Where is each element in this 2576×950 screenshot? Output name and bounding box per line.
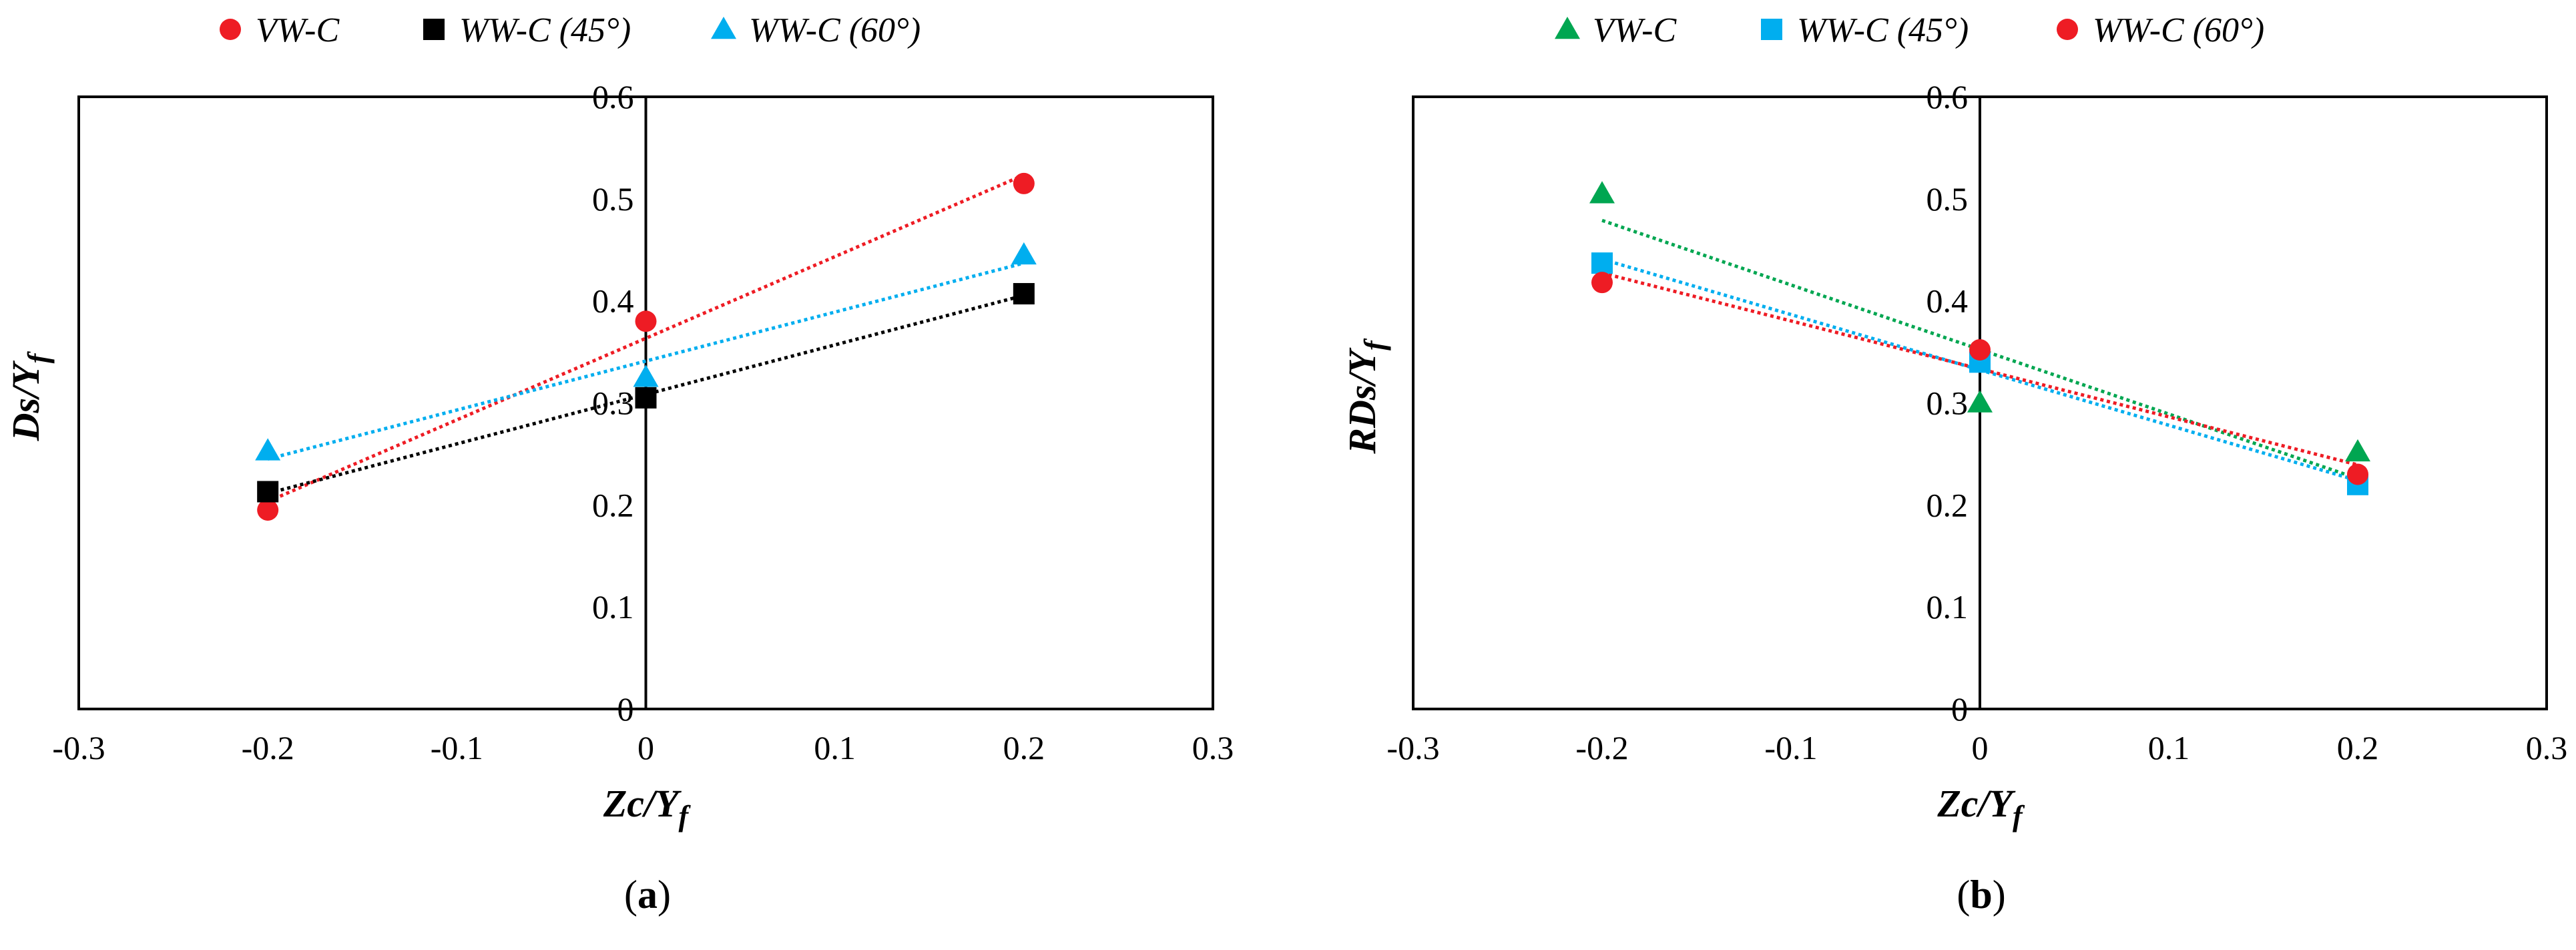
panel-a: 00.10.20.30.40.50.6-0.3-0.2-0.100.10.20.… [4,11,1234,917]
data-point-triangle [2345,439,2370,462]
data-point-circle [257,499,279,521]
panel-label: (b) [1957,873,2005,917]
data-point-triangle [1589,181,1615,204]
data-point-square [635,387,657,409]
x-axis-title-main: Zc/Y [1937,782,2015,825]
x-tick-label: 0.3 [1192,729,1234,766]
x-axis-title-sub: f [679,800,692,833]
trendline-square [1601,257,2358,483]
data-point-circle [2347,463,2368,485]
x-tick-label: -0.1 [431,729,483,766]
y-axis-title: Ds/Yf [4,350,55,441]
y-axis-title-main: Ds/Y [4,361,47,442]
data-point-triangle [1011,242,1037,265]
panel-b: 0 0.1 0.2 0.3 0.4 0.5 0.6 -0.3 -0.2 -0.1 0 0.1 0.2 0.… [1340,11,2567,917]
y-tick-label: 0.3 [1926,385,1969,422]
y-tick-label: 0.5 [1926,180,1969,218]
panel-label: (a) [624,873,671,917]
legend-label: VW-C [256,11,340,49]
x-axis-title: Zc/Yf [603,782,692,833]
legend-label: WW-C (45°) [459,11,631,49]
legend-marker [711,17,736,39]
x-tick-label: 0.1 [814,729,856,766]
legend-marker [2057,19,2078,40]
x-tick-label: -0.2 [1575,729,1628,766]
y-tick-label: 0.1 [592,588,634,626]
x-tick-label: -0.3 [1386,729,1439,766]
y-axis-title-main: RDs/Y [1340,347,1384,454]
y-tick-label: 0.6 [1926,78,1969,115]
panel-label-letter: a [637,873,658,917]
legend-label: WW-C (60°) [2093,11,2264,49]
y-tick-label: 0.2 [592,486,634,523]
y-tick-label: 0.2 [1926,486,1969,523]
x-tick-label: 0.1 [2148,729,2190,766]
y-axis-title-sub: f [22,350,55,363]
x-tick-label: -0.2 [242,729,294,766]
y-tick-label: 0.4 [1926,282,1969,320]
y-tick-label: 0 [1951,690,1968,728]
y-tick-label: 0.6 [592,78,634,115]
x-tick-label: 0 [1972,729,1989,766]
x-tick-label: 0.2 [1003,729,1045,766]
panel-label-letter: b [1970,873,1992,917]
legend-marker [220,19,241,40]
data-point-square [1591,252,1613,274]
legend-marker [1761,19,1782,40]
x-tick-label: 0 [637,729,654,766]
y-tick-label: 0.5 [592,180,634,218]
data-point-circle [1969,339,1991,361]
legend-marker [423,19,445,40]
legend-label: VW-C [1593,11,1677,49]
legend-marker [1555,17,1580,39]
y-tick-label: 0.1 [1926,588,1969,626]
data-point-circle [635,310,657,332]
legend-label: WW-C (60°) [749,11,921,49]
data-point-circle [1013,172,1035,194]
data-point-triangle [1967,390,1993,413]
panel-label-close: ) [658,873,671,917]
x-tick-label: -0.1 [1764,729,1817,766]
x-tick-label: 0.2 [2337,729,2379,766]
panel-label-open: ( [1957,873,1970,917]
data-point-square [1013,282,1035,304]
panel-label-open: ( [624,873,637,917]
x-tick-label: -0.3 [52,729,105,766]
x-tick-label: 0.3 [2526,729,2568,766]
x-axis-title-main: Zc/Y [603,782,682,825]
y-axis-title: RDs/Yf [1340,338,1391,455]
y-tick-label: 0.4 [592,282,634,320]
x-axis-title: Zc/Yf [1937,782,2025,833]
data-point-triangle [633,365,659,387]
data-point-circle [1591,272,1613,294]
x-axis-title-sub: f [2013,800,2025,833]
data-point-square [257,481,279,503]
y-tick-label: 0 [617,690,634,728]
data-point-triangle [255,438,281,461]
y-axis-title-sub: f [1358,338,1391,350]
panel-label-close: ) [1993,873,2006,917]
legend-label: WW-C (45°) [1797,11,1969,49]
